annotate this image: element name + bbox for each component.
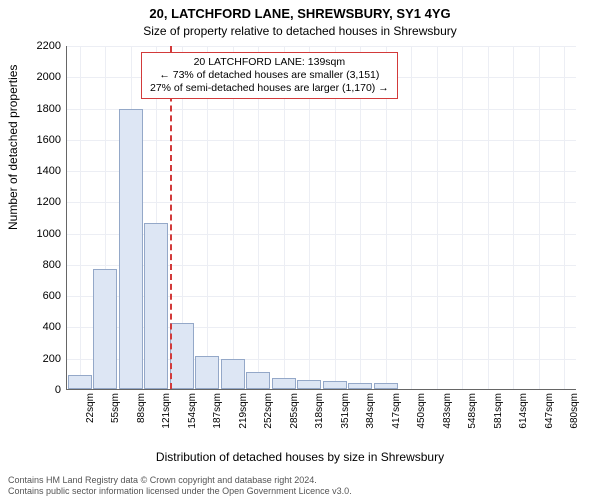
y-tick-label: 1000: [37, 228, 61, 240]
histogram-bar: [272, 378, 296, 389]
plot-area: 0200400600800100012001400160018002000220…: [66, 46, 576, 390]
y-axis-label: Number of detached properties: [6, 65, 20, 230]
histogram-bar: [297, 380, 321, 389]
y-tick-label: 200: [43, 353, 61, 365]
y-tick-label: 800: [43, 259, 61, 271]
histogram-bar: [144, 223, 168, 389]
y-tick-label: 2000: [37, 71, 61, 83]
x-tick-label: 318sqm: [314, 393, 325, 429]
footer-attribution: Contains HM Land Registry data © Crown c…: [8, 475, 592, 498]
footer-line: Contains public sector information licen…: [8, 486, 592, 497]
x-tick-label: 22sqm: [85, 393, 96, 423]
x-tick-label: 417sqm: [391, 393, 402, 429]
x-tick-label: 252sqm: [263, 393, 274, 429]
chart-title: 20, LATCHFORD LANE, SHREWSBURY, SY1 4YG: [0, 6, 600, 21]
x-tick-label: 384sqm: [365, 393, 376, 429]
x-tick-label: 351sqm: [340, 393, 351, 429]
x-tick-label: 187sqm: [212, 393, 223, 429]
x-tick-label: 483sqm: [442, 393, 453, 429]
histogram-bar: [348, 383, 372, 389]
y-tick-label: 1400: [37, 165, 61, 177]
x-tick-label: 614sqm: [518, 393, 529, 429]
x-tick-label: 121sqm: [161, 393, 172, 429]
footer-line: Contains HM Land Registry data © Crown c…: [8, 475, 592, 486]
histogram-bar: [221, 359, 245, 389]
histogram-bar: [119, 109, 143, 389]
y-tick-label: 1200: [37, 196, 61, 208]
x-tick-label: 548sqm: [467, 393, 478, 429]
y-tick-label: 0: [55, 384, 61, 396]
y-tick-label: 600: [43, 290, 61, 302]
x-tick-label: 285sqm: [289, 393, 300, 429]
histogram-bar: [195, 356, 219, 389]
y-tick-label: 1800: [37, 103, 61, 115]
histogram-bar: [93, 269, 117, 389]
histogram-bar: [323, 381, 347, 389]
y-tick-label: 1600: [37, 134, 61, 146]
x-axis-label: Distribution of detached houses by size …: [0, 450, 600, 464]
histogram-bar: [374, 383, 398, 389]
x-tick-label: 581sqm: [493, 393, 504, 429]
histogram-bar: [246, 372, 270, 389]
y-tick-label: 2200: [37, 40, 61, 52]
callout-line: ← 73% of detached houses are smaller (3,…: [150, 69, 389, 82]
chart-container: 20, LATCHFORD LANE, SHREWSBURY, SY1 4YG …: [0, 0, 600, 500]
x-tick-label: 647sqm: [544, 393, 555, 429]
x-tick-label: 680sqm: [569, 393, 580, 429]
chart-subtitle: Size of property relative to detached ho…: [0, 24, 600, 38]
histogram-bar: [170, 323, 194, 389]
histogram-bar: [68, 375, 92, 389]
x-tick-label: 154sqm: [187, 393, 198, 429]
callout-line: 20 LATCHFORD LANE: 139sqm: [150, 56, 389, 69]
reference-callout: 20 LATCHFORD LANE: 139sqm← 73% of detach…: [141, 52, 398, 99]
y-tick-label: 400: [43, 321, 61, 333]
x-tick-label: 219sqm: [238, 393, 249, 429]
callout-line: 27% of semi-detached houses are larger (…: [150, 82, 389, 95]
x-tick-label: 55sqm: [110, 393, 121, 423]
x-tick-label: 450sqm: [416, 393, 427, 429]
x-tick-label: 88sqm: [136, 393, 147, 423]
